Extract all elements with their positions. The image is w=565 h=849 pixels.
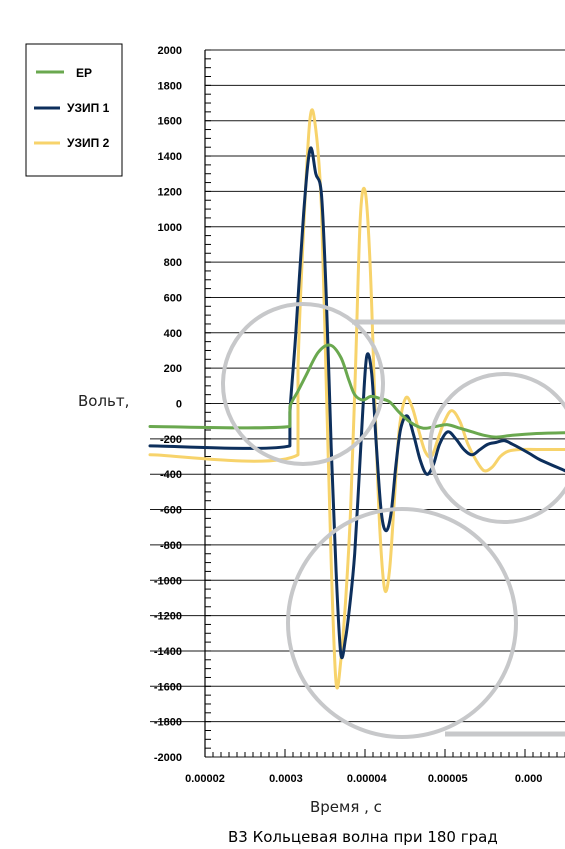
gridlines — [150, 49, 565, 758]
series-lines — [148, 108, 565, 690]
y-tick-label: 1600 — [158, 116, 182, 128]
y-tick-label: 0 — [176, 399, 182, 411]
y-tick-label: 800 — [164, 257, 182, 269]
x-axis-title: Время , с — [310, 798, 382, 816]
chart-caption: В3 Кольцевая волна при 180 град — [228, 828, 498, 846]
y-tick-label: -1800 — [154, 717, 182, 729]
y-tick-label: 1000 — [158, 222, 182, 234]
y-axis-title: Вольт, — [78, 392, 129, 410]
y-tick-label: -600 — [160, 505, 182, 517]
y-axis-ticks: 2000180016001400120010008006004002000-20… — [154, 45, 182, 764]
legend-label-ep: ЕР — [76, 66, 92, 80]
legend-box — [25, 43, 123, 177]
legend: ЕР УЗИП 1 УЗИП 2 — [25, 43, 123, 177]
y-tick-label: -2000 — [154, 752, 182, 764]
y-tick-label: 400 — [164, 328, 182, 340]
y-tick-label: -1200 — [154, 611, 182, 623]
y-tick-label: 2000 — [158, 45, 182, 57]
y-tick-label: 1200 — [158, 186, 182, 198]
y-tick-label: 1800 — [158, 80, 182, 92]
x-tick-label: 0.00005 — [428, 773, 468, 785]
y-tick-label: -1000 — [154, 575, 182, 587]
y-tick-label: 200 — [164, 363, 182, 375]
legend-label-uzip2: УЗИП 2 — [67, 136, 110, 150]
x-tick-label: 0.00004 — [347, 773, 388, 785]
y-tick-label: -1400 — [154, 646, 182, 658]
annotation-circle-rise — [221, 302, 385, 466]
x-tick-label: 0.00002 — [185, 773, 225, 785]
annotation-circle-tail — [428, 372, 565, 524]
x-axis-ticks: 0.00002 0.0003 0.00004 0.00005 0.000 — [185, 773, 542, 785]
annotation-overlays — [221, 302, 565, 739]
y-tick-label: -200 — [160, 434, 182, 446]
y-tick-label: -1600 — [154, 681, 182, 693]
x-tick-label: 0.0003 — [269, 773, 303, 785]
series-line-1 — [148, 146, 565, 660]
y-tick-label: 600 — [164, 292, 182, 304]
x-tick-label: 0.000 — [515, 773, 543, 785]
series-line-0 — [148, 343, 565, 439]
y-tick-label: -400 — [160, 469, 182, 481]
y-tick-label: -800 — [160, 540, 182, 552]
y-tick-label: 1400 — [158, 151, 182, 163]
annotation-circle-trough — [286, 507, 518, 739]
legend-label-uzip1: УЗИП 1 — [67, 101, 110, 115]
